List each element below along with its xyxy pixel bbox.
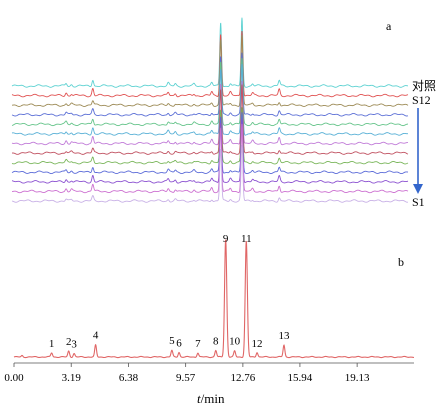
x-tick-label: 6.38: [119, 372, 139, 384]
peak-label: 3: [71, 339, 77, 351]
peak-label: 13: [278, 330, 290, 342]
x-axis-title-italic: t: [197, 391, 201, 406]
peak-label: 1: [49, 338, 55, 350]
trend-arrow-head: [413, 184, 423, 194]
chromatogram-line-a: [11, 17, 409, 88]
x-tick-label: 12.76: [231, 372, 256, 384]
trace-label-s12: S12: [412, 93, 431, 107]
peak-label: 7: [195, 338, 201, 350]
peak-label: 6: [176, 338, 182, 350]
chromatogram-line-a: [11, 52, 409, 117]
chromatogram-line-a: [11, 123, 409, 194]
x-tick-label: 9.57: [176, 372, 196, 384]
peak-label: 5: [169, 335, 175, 347]
peak-label: 9: [223, 233, 229, 245]
trace-label-s1: S1: [412, 195, 425, 209]
chromatogram-line-a: [11, 107, 409, 165]
chromatogram-line-a: [11, 64, 409, 136]
peak-label: 8: [213, 336, 219, 348]
chromatogram-line-a: [11, 80, 409, 146]
panel-a: [11, 17, 423, 203]
peak-label: 11: [241, 233, 252, 245]
peak-label: 4: [93, 330, 99, 342]
chromatogram-line-a: [11, 119, 409, 184]
x-axis-title: t/min: [197, 391, 225, 406]
chromatogram-line-a: [11, 145, 409, 203]
peak-label: 10: [229, 336, 241, 348]
panel-b: 0.00 3.19 6.38 9.57 12.76 15.94 19.131 2 34 5 6 7 89…: [4, 233, 414, 384]
chromatogram-line-a: [11, 84, 409, 155]
x-axis-title-unit: /min: [201, 391, 225, 406]
chromatogram-line-a: [11, 35, 409, 107]
x-tick-label: 0.00: [4, 372, 24, 384]
x-tick-label: 19.13: [345, 372, 370, 384]
peak-label: 2: [66, 336, 72, 348]
panel-b-label: b: [398, 255, 404, 269]
chromatogram-line-a: [11, 58, 408, 127]
chromatogram-line-a: [11, 112, 409, 175]
trace-label-control: 对照: [412, 79, 436, 93]
panel-a-label: a: [386, 19, 392, 33]
x-tick-label: 15.94: [288, 372, 313, 384]
x-tick-label: 3.19: [62, 372, 82, 384]
chromatogram-line-a: [11, 31, 409, 98]
chromatogram-line-b: [13, 239, 414, 359]
peak-label: 12: [252, 338, 263, 350]
